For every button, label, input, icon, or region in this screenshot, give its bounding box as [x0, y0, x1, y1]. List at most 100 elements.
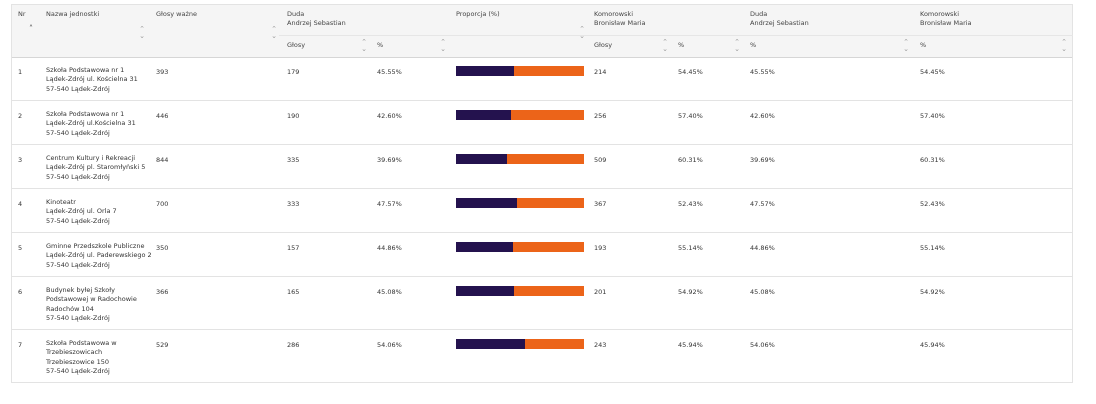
cell-nazwa-line: Kinoteatr [46, 198, 76, 206]
proportion-bar [456, 198, 584, 208]
cell-nr: 2 [18, 112, 23, 120]
cell-duda-pct-2: 54.06% [750, 341, 775, 349]
table-header: Nr ˄ Nazwa jednostki ⌃ ⌄ Głosy ważne ⌃ ⌄ D… [12, 5, 1073, 58]
table-row: 3 Centrum Kultury i Rekreacji Lądek-Zdrój … [12, 145, 1072, 189]
proportion-bar-duda [456, 198, 517, 208]
cell-komorowski-glosy: 214 [594, 68, 607, 76]
cell-komorowski-pct: 55.14% [678, 244, 703, 252]
cell-nazwa-line: Budynek byłej Szkoły [46, 286, 115, 294]
sort-icon[interactable]: ⌃ ⌄ [579, 25, 585, 40]
cell-duda-glosy: 179 [287, 68, 300, 76]
cell-komorowski-pct: 57.40% [678, 112, 703, 120]
cell-nazwa: Szkoła Podstawowa w Trzebieszowicach Trzeb… [46, 339, 117, 377]
cell-nazwa-line: 57-540 Lądek-Zdrój [46, 260, 110, 269]
cell-nazwa-line: Lądek-Zdrój pl. Staromłyński 5 [46, 163, 146, 172]
sort-icon[interactable]: ⌃ ⌄ [1061, 38, 1067, 53]
cell-nazwa-line: Gminne Przedszkole Publiczne [46, 242, 145, 250]
cell-komorowski-glosy: 243 [594, 341, 607, 349]
cell-duda-glosy: 157 [287, 244, 300, 252]
cell-duda-pct-2: 39.69% [750, 156, 775, 164]
cell-nazwa-line: Lądek-Zdrój ul. Kościelna 31 [46, 75, 138, 84]
cell-duda-pct: 45.08% [377, 288, 402, 296]
cell-glosy-wazne: 393 [156, 68, 169, 76]
sort-icon[interactable]: ⌃ ⌄ [139, 25, 145, 40]
cell-duda-pct-2: 42.60% [750, 112, 775, 120]
table-row: 5 Gminne Przedszkole Publiczne Lądek-Zdrój… [12, 233, 1072, 277]
proportion-bar-duda [456, 339, 526, 349]
subheader-komorowski-glosy[interactable]: Głosy [594, 41, 613, 49]
col-header-nazwa[interactable]: Nazwa jednostki [46, 10, 100, 18]
cell-komorowski-pct-2: 52.43% [920, 200, 945, 208]
cell-nazwa-line: Trzebieszowice 150 [46, 357, 109, 366]
subheader-duda-glosy[interactable]: Głosy [287, 41, 306, 49]
sort-icon[interactable]: ⌃ ⌄ [271, 25, 277, 40]
sort-icon[interactable]: ⌃ ⌄ [734, 38, 740, 53]
col-header-komorowski-2: Komorowski Bronisław Maria [920, 10, 972, 27]
sort-icon[interactable]: ⌃ ⌄ [361, 38, 367, 53]
cell-nazwa-line: Podstawowej w Radochowie [46, 295, 137, 304]
cell-komorowski-pct-2: 57.40% [920, 112, 945, 120]
cell-nazwa-line: 57-540 Lądek-Zdrój [46, 367, 110, 376]
cell-nazwa-line: 57-540 Lądek-Zdrój [46, 128, 110, 137]
cell-nr: 7 [18, 341, 23, 349]
col-header-komorowski: Komorowski Bronisław Maria [594, 10, 646, 27]
subheader-komorowski-pct-2[interactable]: % [920, 41, 927, 49]
col-header-nr[interactable]: Nr [18, 10, 26, 18]
cell-glosy-wazne: 529 [156, 341, 169, 349]
cell-komorowski-glosy: 367 [594, 200, 607, 208]
cell-duda-pct: 54.06% [377, 341, 402, 349]
proportion-bar-duda [456, 286, 514, 296]
cell-komorowski-glosy: 256 [594, 112, 607, 120]
cell-duda-pct-2: 45.55% [750, 68, 775, 76]
proportion-bar-komorowski [513, 242, 584, 252]
cell-nazwa: Budynek byłej Szkoły Podstawowej w Radoch… [46, 286, 137, 324]
cell-glosy-wazne: 350 [156, 244, 169, 252]
proportion-bar [456, 154, 584, 164]
cell-duda-pct: 42.60% [377, 112, 402, 120]
cell-nr: 6 [18, 288, 23, 296]
sort-icon[interactable]: ⌃ ⌄ [440, 38, 446, 53]
cell-duda-glosy: 333 [287, 200, 300, 208]
cell-nazwa-line: 57-540 Lądek-Zdrój [46, 172, 110, 181]
subheader-komorowski-pct[interactable]: % [678, 41, 685, 49]
cell-komorowski-pct-2: 45.94% [920, 341, 945, 349]
cell-nr: 4 [18, 200, 23, 208]
subheader-duda-pct[interactable]: % [377, 41, 384, 49]
cell-komorowski-pct-2: 60.31% [920, 156, 945, 164]
cell-komorowski-pct-2: 54.45% [920, 68, 945, 76]
col-header-glosy-wazne[interactable]: Głosy ważne [156, 10, 197, 18]
proportion-bar-duda [456, 242, 514, 252]
cell-duda-glosy: 286 [287, 341, 300, 349]
col-header-duda: Duda Andrzej Sebastian [287, 10, 346, 27]
cell-nazwa: Szkoła Podstawowa nr 1 Lądek-Zdrój ul. Ko… [46, 66, 138, 94]
proportion-bar-komorowski [516, 198, 584, 208]
cell-duda-glosy: 165 [287, 288, 300, 296]
cell-nazwa-line: Szkoła Podstawowa nr 1 [46, 66, 125, 74]
cell-duda-pct: 45.55% [377, 68, 402, 76]
proportion-bar-komorowski [525, 339, 584, 349]
cell-nazwa-line: Radochów 104 [46, 304, 94, 313]
table-row: 6 Budynek byłej Szkoły Podstawowej w Radoc… [12, 277, 1072, 330]
cell-glosy-wazne: 446 [156, 112, 169, 120]
col-header-proporcja[interactable]: Proporcja (%) [456, 10, 500, 18]
cell-glosy-wazne: 844 [156, 156, 169, 164]
cell-glosy-wazne: 700 [156, 200, 169, 208]
proportion-bar-komorowski [514, 66, 584, 76]
cell-duda-pct-2: 47.57% [750, 200, 775, 208]
cell-nazwa: Centrum Kultury i Rekreacji Lądek-Zdrój p… [46, 154, 145, 182]
cell-nazwa-line: Szkoła Podstawowa nr 1 [46, 110, 125, 118]
cell-glosy-wazne: 366 [156, 288, 169, 296]
proportion-bar-komorowski [513, 286, 584, 296]
proportion-bar [456, 286, 584, 296]
cell-nazwa-line: Lądek-Zdrój ul. Orla 7 [46, 207, 117, 216]
sort-icon[interactable]: ⌃ ⌄ [903, 38, 909, 53]
cell-komorowski-pct: 45.94% [678, 341, 703, 349]
cell-nazwa-line: Szkoła Podstawowa w [46, 339, 117, 347]
proportion-bar-komorowski [510, 110, 584, 120]
cell-komorowski-pct-2: 55.14% [920, 244, 945, 252]
sort-ascending-icon[interactable]: ˄ [29, 24, 33, 33]
cell-komorowski-glosy: 193 [594, 244, 607, 252]
table-row: 7 Szkoła Podstawowa w Trzebieszowicach Trze… [12, 330, 1072, 383]
sort-icon[interactable]: ⌃ ⌄ [662, 38, 668, 53]
subheader-duda-pct-2[interactable]: % [750, 41, 757, 49]
